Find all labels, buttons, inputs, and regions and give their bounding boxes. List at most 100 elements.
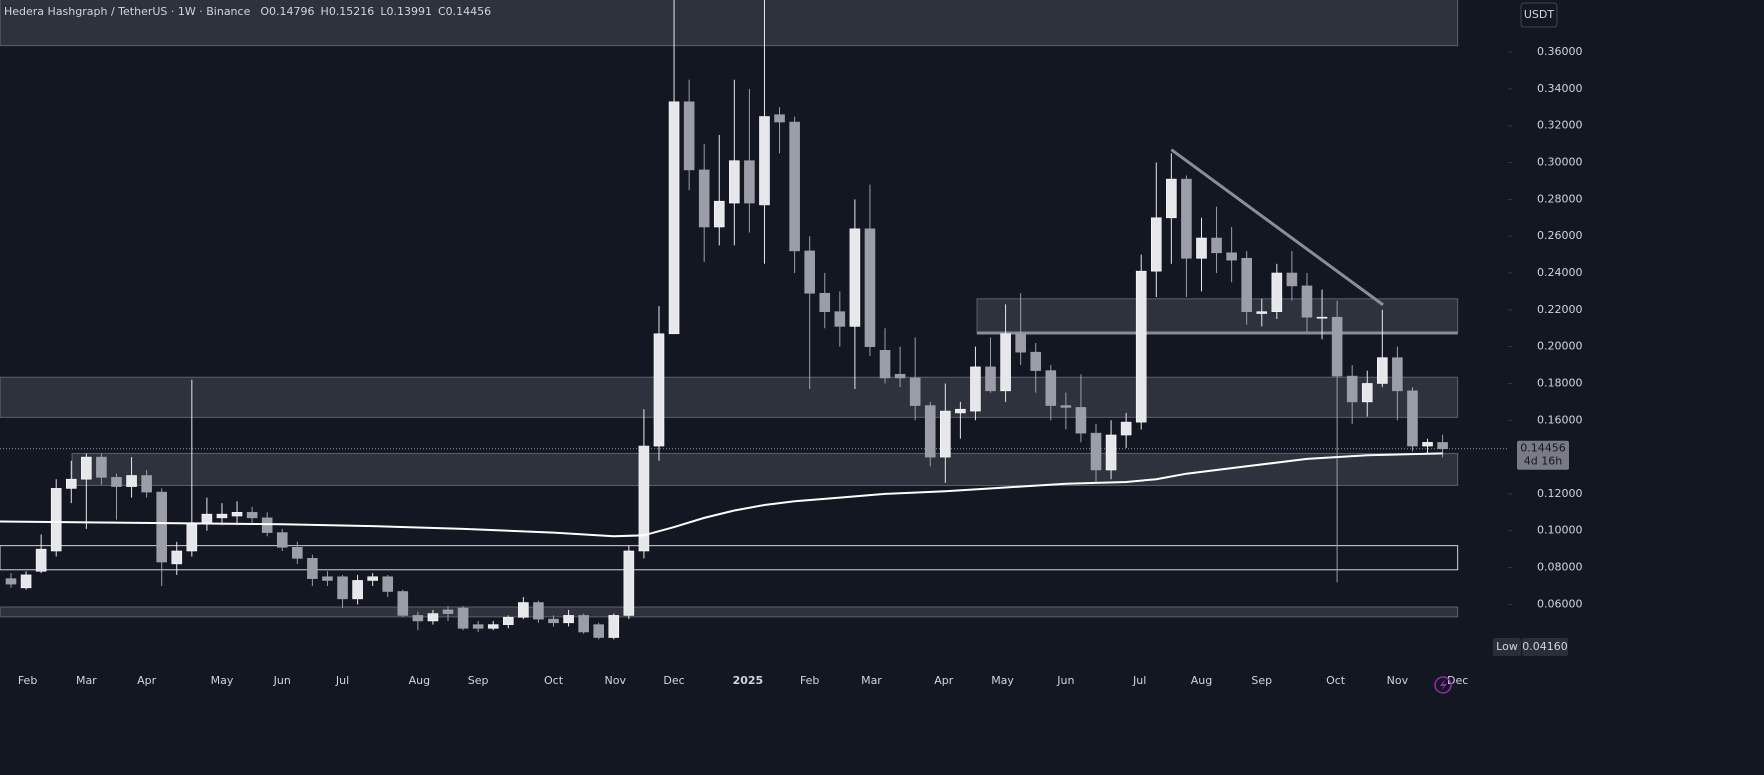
candle-body xyxy=(970,366,981,412)
low-value: 0.04160 xyxy=(1522,640,1568,653)
candle-body xyxy=(171,550,183,565)
candle-body xyxy=(322,576,333,581)
candle-body xyxy=(5,578,17,585)
candle-body xyxy=(1075,407,1087,434)
candle-body xyxy=(472,624,484,629)
candle-body xyxy=(397,591,409,616)
candle-body xyxy=(246,512,258,519)
x-tick-label: Feb xyxy=(800,674,819,687)
y-tick-label: 0.32000 xyxy=(1537,119,1583,132)
candle-body xyxy=(216,513,228,519)
x-tick-label: Apr xyxy=(934,674,954,687)
candle-body xyxy=(1135,270,1147,423)
symbol-title: Hedera Hashgraph / TetherUS · 1W · Binan… xyxy=(4,5,251,18)
price-zone xyxy=(0,545,1459,571)
x-tick-label: Apr xyxy=(137,674,157,687)
candle-body xyxy=(744,160,755,204)
candle-body xyxy=(1105,434,1117,471)
price-zone xyxy=(0,376,1459,418)
x-tick-label: Mar xyxy=(76,674,97,687)
x-tick-label: Nov xyxy=(605,674,627,687)
candle-body xyxy=(337,576,348,600)
candle-body xyxy=(713,200,725,228)
x-tick-label: May xyxy=(211,674,234,687)
candle-body xyxy=(186,523,198,552)
x-tick-label: Jun xyxy=(1056,674,1074,687)
x-tick-label: Jun xyxy=(273,674,291,687)
candle-body xyxy=(111,477,122,487)
candle-body xyxy=(1422,442,1433,447)
candle-body xyxy=(276,532,288,548)
low-label: Low xyxy=(1496,640,1518,653)
candle-body xyxy=(487,624,499,629)
currency-box xyxy=(1520,2,1558,28)
y-tick-label: 0.20000 xyxy=(1537,340,1583,353)
candle-body xyxy=(924,405,936,458)
price-zone xyxy=(0,606,1459,618)
y-tick-label: 0.28000 xyxy=(1537,192,1583,205)
candle-body xyxy=(1316,316,1328,319)
low-value-box xyxy=(1522,638,1568,656)
ohlc-prefix: C xyxy=(438,5,446,18)
candle-body xyxy=(1090,432,1102,471)
candle-body xyxy=(533,602,544,620)
candle-body xyxy=(653,333,665,447)
candle-body xyxy=(563,615,574,624)
candle-body xyxy=(1392,357,1403,392)
y-tick-label: 0.30000 xyxy=(1537,156,1583,169)
candle-body xyxy=(201,513,213,524)
candle-body xyxy=(20,574,32,589)
candle-body xyxy=(35,548,47,572)
x-tick-label: Oct xyxy=(544,674,564,687)
x-tick-label: Mar xyxy=(861,674,882,687)
candle-body xyxy=(548,618,559,624)
candle-body xyxy=(1150,217,1162,272)
candle-body xyxy=(1166,178,1177,219)
lightning-icon[interactable] xyxy=(1434,676,1452,694)
candle-body xyxy=(457,607,469,629)
ohlc-prefix: O xyxy=(260,5,269,18)
candle-body xyxy=(955,408,966,414)
candle-body xyxy=(864,228,876,347)
x-tick-label: Sep xyxy=(468,674,489,687)
price-zone xyxy=(0,0,1459,47)
y-tick-label: 0.36000 xyxy=(1537,45,1583,58)
candle-body xyxy=(96,456,107,478)
ohlc-prefix: L xyxy=(380,5,387,18)
candle-body xyxy=(1377,357,1388,384)
candle-body xyxy=(382,576,394,592)
candle-body xyxy=(1331,316,1343,377)
candle-body xyxy=(65,478,77,489)
x-tick-label: Feb xyxy=(18,674,37,687)
x-tick-label: Aug xyxy=(1191,674,1212,687)
candle-body xyxy=(427,613,439,622)
candle-body xyxy=(729,160,740,204)
currency: USDT xyxy=(1524,8,1555,21)
candle-body xyxy=(1256,311,1268,314)
x-tick-label: Jul xyxy=(1132,674,1146,687)
x-tick-label: 2025 xyxy=(733,674,764,687)
candle-body xyxy=(1241,257,1252,312)
x-tick-label: Nov xyxy=(1387,674,1409,687)
x-tick-label: Dec xyxy=(663,674,684,687)
ohlc-prefix: H xyxy=(321,5,329,18)
trendline xyxy=(1170,148,1384,307)
candle-body xyxy=(352,580,363,600)
candle-body xyxy=(819,292,831,312)
candle-body xyxy=(1346,375,1358,403)
x-tick-label: Dec xyxy=(1447,674,1468,687)
moving-average xyxy=(0,452,1443,538)
candle-body xyxy=(1361,383,1373,403)
candle-body xyxy=(638,445,650,552)
y-tick-label: 0.16000 xyxy=(1537,413,1583,426)
price-tag-box xyxy=(1517,440,1569,470)
candle-body xyxy=(668,101,680,335)
y-tick-label: 0.18000 xyxy=(1537,376,1583,389)
candle-body xyxy=(126,475,137,487)
candle-body xyxy=(1226,252,1237,261)
candle-body xyxy=(156,491,167,563)
y-tick-label: 0.12000 xyxy=(1537,487,1583,500)
candle-body xyxy=(940,410,951,458)
